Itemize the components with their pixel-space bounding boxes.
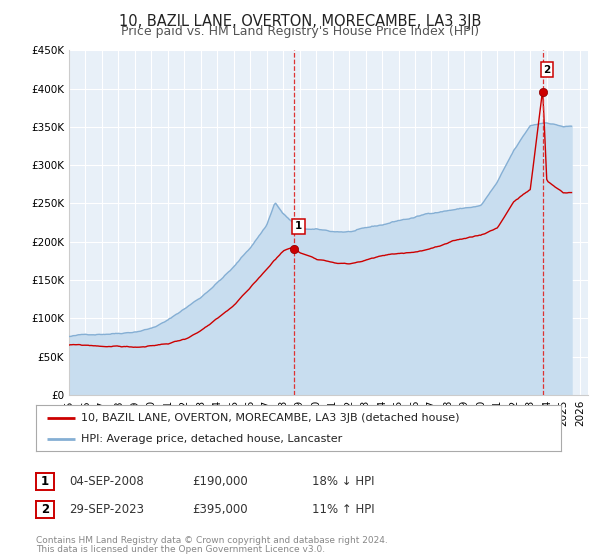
- Text: 1: 1: [41, 475, 49, 488]
- Text: This data is licensed under the Open Government Licence v3.0.: This data is licensed under the Open Gov…: [36, 545, 325, 554]
- Text: Contains HM Land Registry data © Crown copyright and database right 2024.: Contains HM Land Registry data © Crown c…: [36, 536, 388, 545]
- Text: 18% ↓ HPI: 18% ↓ HPI: [312, 475, 374, 488]
- Text: 29-SEP-2023: 29-SEP-2023: [69, 503, 144, 516]
- Text: £395,000: £395,000: [192, 503, 248, 516]
- Text: 04-SEP-2008: 04-SEP-2008: [69, 475, 144, 488]
- Text: Price paid vs. HM Land Registry's House Price Index (HPI): Price paid vs. HM Land Registry's House …: [121, 25, 479, 38]
- Text: HPI: Average price, detached house, Lancaster: HPI: Average price, detached house, Lanc…: [80, 434, 342, 444]
- Text: 10, BAZIL LANE, OVERTON, MORECAMBE, LA3 3JB (detached house): 10, BAZIL LANE, OVERTON, MORECAMBE, LA3 …: [80, 413, 459, 423]
- Text: 11% ↑ HPI: 11% ↑ HPI: [312, 503, 374, 516]
- Text: 2: 2: [543, 64, 550, 74]
- Text: 1: 1: [295, 221, 302, 231]
- Text: 2: 2: [41, 503, 49, 516]
- Text: £190,000: £190,000: [192, 475, 248, 488]
- Text: 10, BAZIL LANE, OVERTON, MORECAMBE, LA3 3JB: 10, BAZIL LANE, OVERTON, MORECAMBE, LA3 …: [119, 14, 481, 29]
